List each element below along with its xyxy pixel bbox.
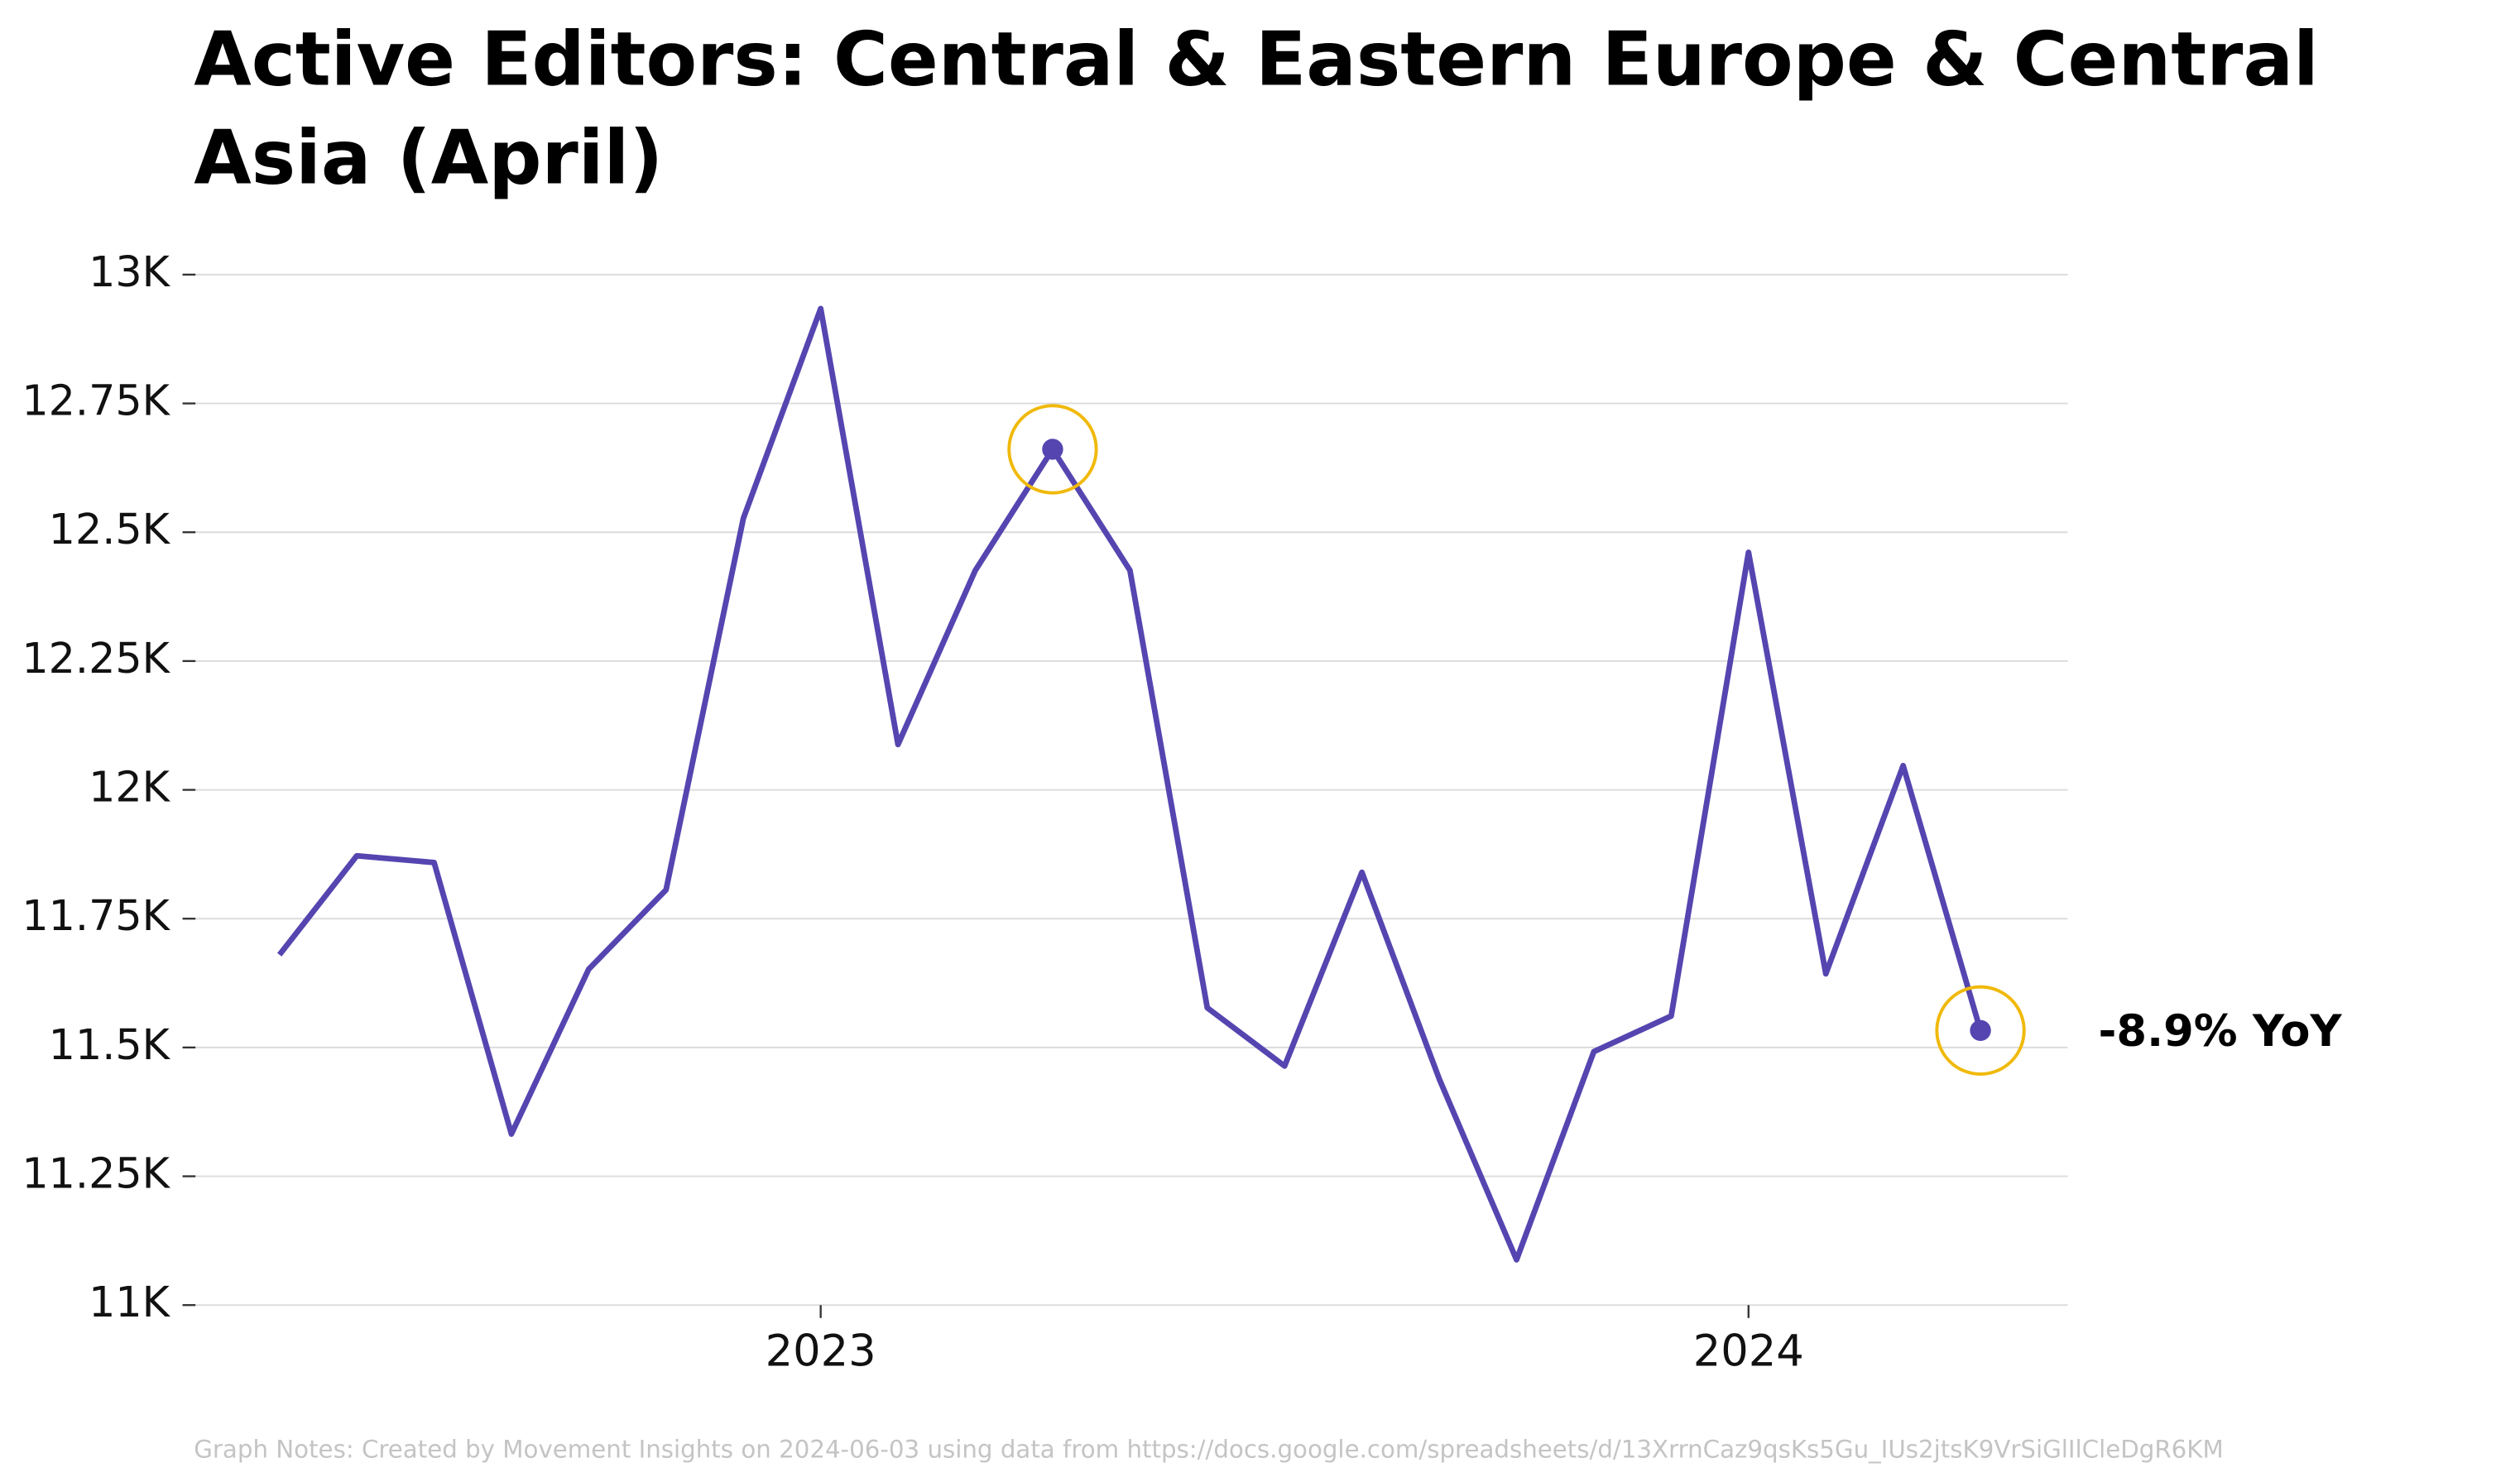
y-tick-label: 11K (89, 1278, 171, 1326)
y-tick-label: 13K (89, 247, 171, 296)
y-tick-label: 11.75K (22, 891, 170, 940)
footnote: Graph Notes: Created by Movement Insight… (194, 1435, 2224, 1463)
y-tick-label: 11.25K (22, 1149, 170, 1198)
point (1970, 1019, 1991, 1042)
highlight-ring (1007, 404, 1098, 495)
annotation: -8.9% YoY (2099, 1006, 2343, 1057)
y-tick-label: 12.75K (22, 376, 170, 425)
x-tick-label: 2023 (766, 1326, 876, 1376)
line (276, 305, 1984, 1263)
x-tick-label: 2024 (1693, 1326, 1804, 1376)
chart-title: Asia (April) (194, 116, 663, 202)
chart-title: Active Editors: Central & Eastern Europe… (194, 17, 2319, 103)
point (1042, 439, 1063, 460)
y-tick-label: 12.5K (49, 505, 171, 554)
y-tick-label: 12K (89, 763, 171, 812)
highlight-ring (1935, 985, 2026, 1076)
y-tick-label: 11.5K (49, 1020, 171, 1069)
y-tick-label: 12.25K (22, 634, 170, 683)
